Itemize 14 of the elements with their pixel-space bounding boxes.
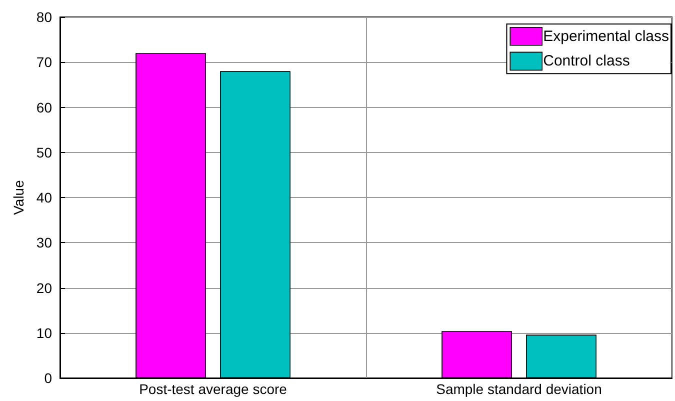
legend-label: Experimental class	[543, 28, 670, 45]
y-tick-label: 80	[36, 9, 52, 25]
y-tick-label: 0	[44, 370, 52, 386]
y-tick-label: 40	[36, 190, 52, 206]
y-tick-label: 20	[36, 280, 52, 296]
x-tick-label: Sample standard deviation	[436, 381, 602, 397]
y-tick-label: 70	[36, 54, 52, 70]
y-tick-label: 30	[36, 234, 52, 251]
x-tick-label: Post-test average score	[139, 381, 288, 397]
y-tick-label: 60	[36, 99, 52, 116]
legend-label: Control class	[543, 52, 630, 70]
y-axis-title: Value	[10, 180, 27, 215]
y-tick-label: 50	[36, 144, 52, 160]
y-tick-label: 10	[36, 324, 52, 341]
